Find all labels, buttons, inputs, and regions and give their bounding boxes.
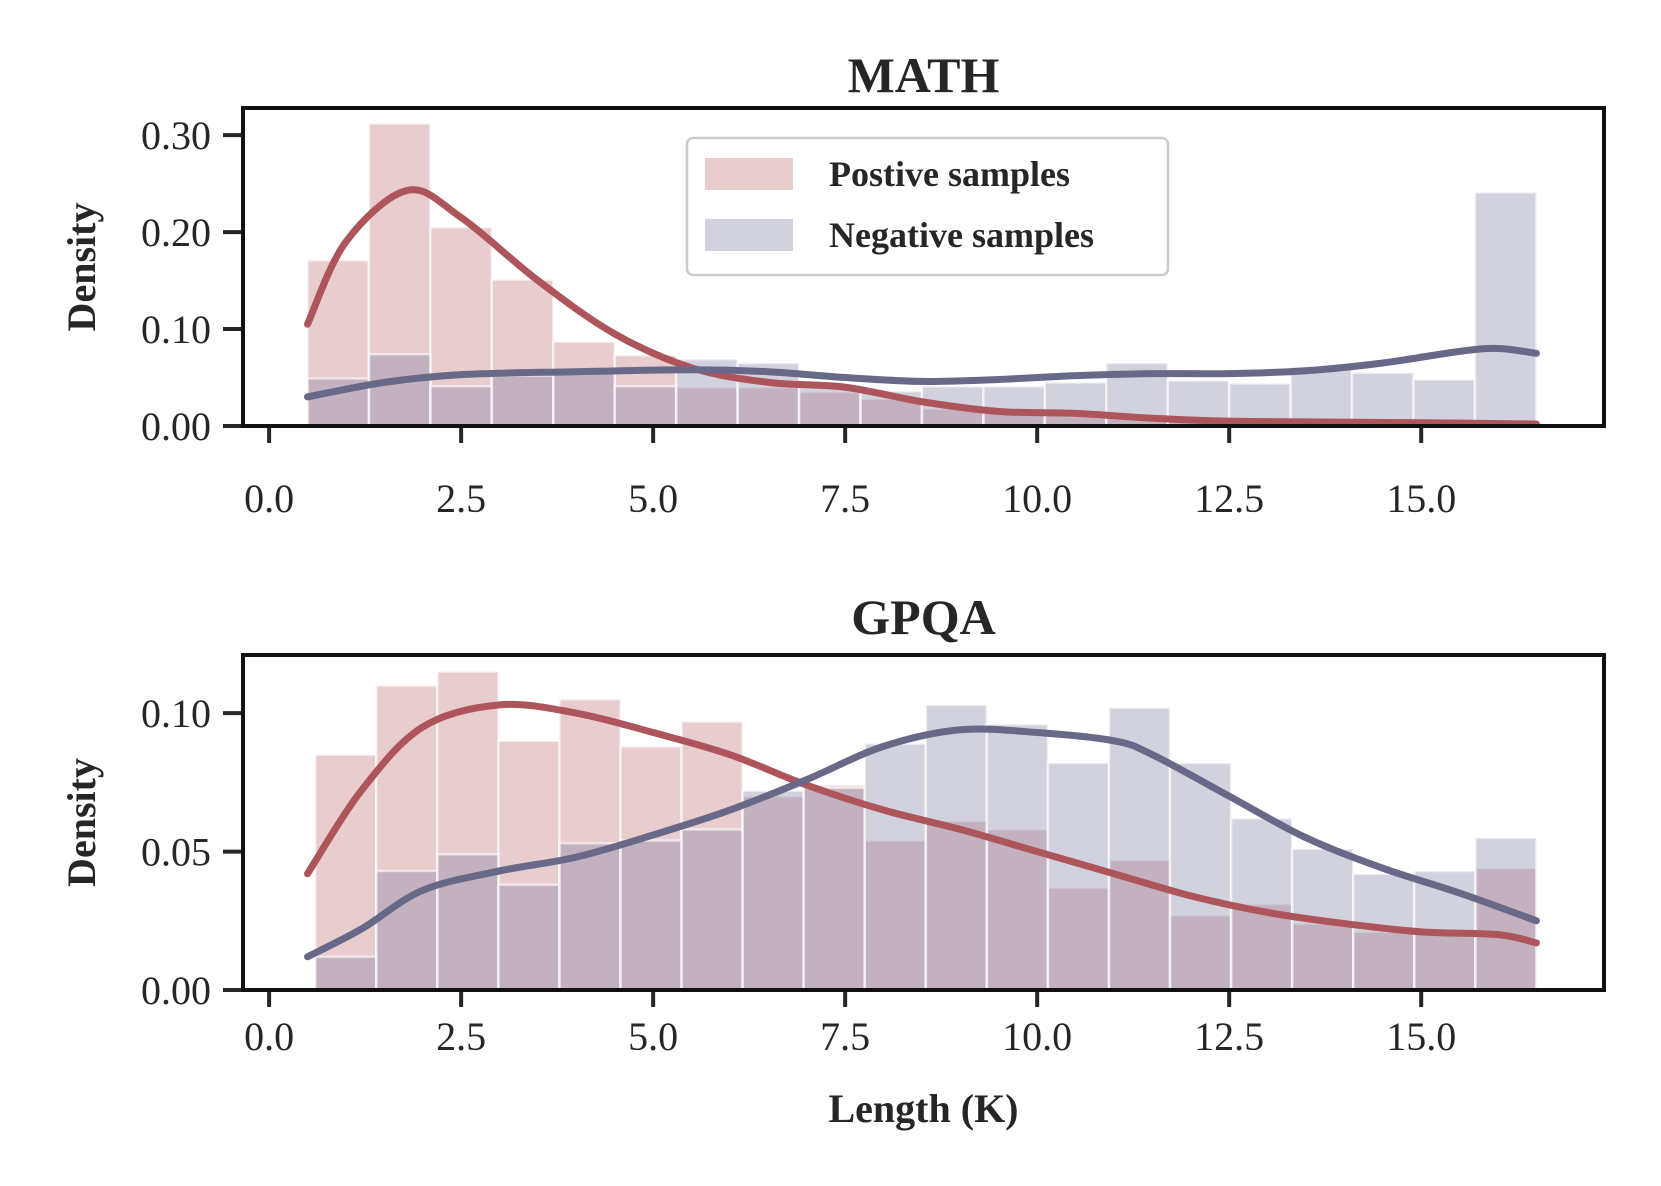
- plot-frame: [241, 653, 1606, 992]
- histogram-bar-negative: [429, 385, 494, 428]
- x-tick-label: 12.5: [1194, 1014, 1264, 1059]
- y-axis-label: Density: [59, 758, 104, 887]
- panel-math: 0.0 2.5 5.0 7.5 10.0 12.5 15.0 0.00 0.10 0.20 0.30…: [59, 47, 1606, 521]
- x-tick-label: 2.5: [436, 476, 486, 521]
- histogram-bar-negative: [797, 385, 862, 428]
- histogram-bar-negative: [802, 786, 866, 992]
- legend-swatch-negative: [705, 219, 793, 251]
- y-tick-label: 0.10: [141, 691, 211, 736]
- histogram-bar-negative: [313, 955, 378, 992]
- histogram-bar-negative: [613, 385, 678, 428]
- legend-label-negative: Negative samples: [829, 215, 1094, 255]
- histogram-bar-negative: [1473, 191, 1538, 428]
- legend-swatch-positive: [705, 158, 793, 190]
- histogram-bar-positive: [1168, 913, 1233, 992]
- histogram-bar-negative: [558, 842, 622, 992]
- x-tick-label: 7.5: [820, 1014, 870, 1059]
- histogram-bar-negative: [1289, 365, 1354, 428]
- histogram-bar-negative: [367, 353, 432, 428]
- legend-label-positive: Postive samples: [829, 154, 1070, 194]
- x-tick-label: 7.5: [820, 476, 870, 521]
- kde-line-negative: [304, 344, 1540, 401]
- histogram-bar-negative: [863, 742, 928, 992]
- histogram-bar-positive: [313, 753, 378, 992]
- histogram-bar-negative: [1043, 381, 1108, 428]
- histogram-bar-negative: [985, 722, 1050, 992]
- x-tick-label: 10.0: [1002, 1014, 1072, 1059]
- histogram-bar-negative: [1046, 761, 1111, 992]
- chart-title: MATH: [848, 47, 1000, 103]
- panel-gpqa: 0.0 2.5 5.0 7.5 10.0 12.5 15.0 0.00 0.05 0.10 GPQA…: [59, 589, 1606, 1131]
- y-tick-label: 0.30: [141, 113, 211, 158]
- x-tick-label: 10.0: [1002, 476, 1072, 521]
- y-tick-label: 0.10: [141, 307, 211, 352]
- histogram-bar-negative: [1168, 761, 1233, 992]
- x-tick-label: 0.0: [244, 476, 294, 521]
- y-tick-label: 0.00: [141, 404, 211, 449]
- x-axis-label: Length (K): [829, 1086, 1019, 1131]
- histogram-bar-positive: [1474, 866, 1538, 992]
- kde-line-positive: [304, 700, 1540, 947]
- histogram-bar-negative: [1350, 371, 1415, 428]
- legend: Postive samples Negative samples: [685, 136, 1170, 277]
- y-tick-label: 0.20: [141, 210, 211, 255]
- histogram-bar-negative: [741, 789, 805, 992]
- x-tick-label: 5.0: [628, 1014, 678, 1059]
- kde-line-negative: [304, 725, 1540, 961]
- y-tick-label: 0.00: [141, 968, 211, 1013]
- x-tick-label: 15.0: [1386, 476, 1456, 521]
- x-tick-label: 12.5: [1194, 476, 1264, 521]
- x-tick-label: 2.5: [436, 1014, 486, 1059]
- x-tick-label: 15.0: [1386, 1014, 1456, 1059]
- y-tick-label: 0.05: [141, 830, 211, 875]
- histogram-bar-negative: [619, 839, 683, 992]
- histogram-bar-negative: [490, 374, 555, 428]
- histogram-bar-negative: [1412, 378, 1477, 428]
- x-tick-label: 5.0: [628, 476, 678, 521]
- plot-frame: [241, 106, 1606, 428]
- histogram-bar-negative: [924, 703, 989, 992]
- histogram-bar-negative: [552, 371, 616, 428]
- histogram-bar-positive: [924, 819, 989, 992]
- histogram-bar-positive: [1046, 886, 1111, 992]
- chart-title: GPQA: [851, 589, 995, 645]
- y-axis-label: Density: [59, 203, 104, 332]
- kde-line-positive: [304, 186, 1540, 428]
- x-tick-label: 0.0: [244, 1014, 294, 1059]
- legend-box: [685, 136, 1170, 277]
- histogram-bar-negative: [680, 828, 744, 992]
- histogram-bar-negative: [497, 883, 561, 992]
- histogram-bar-negative: [982, 385, 1047, 428]
